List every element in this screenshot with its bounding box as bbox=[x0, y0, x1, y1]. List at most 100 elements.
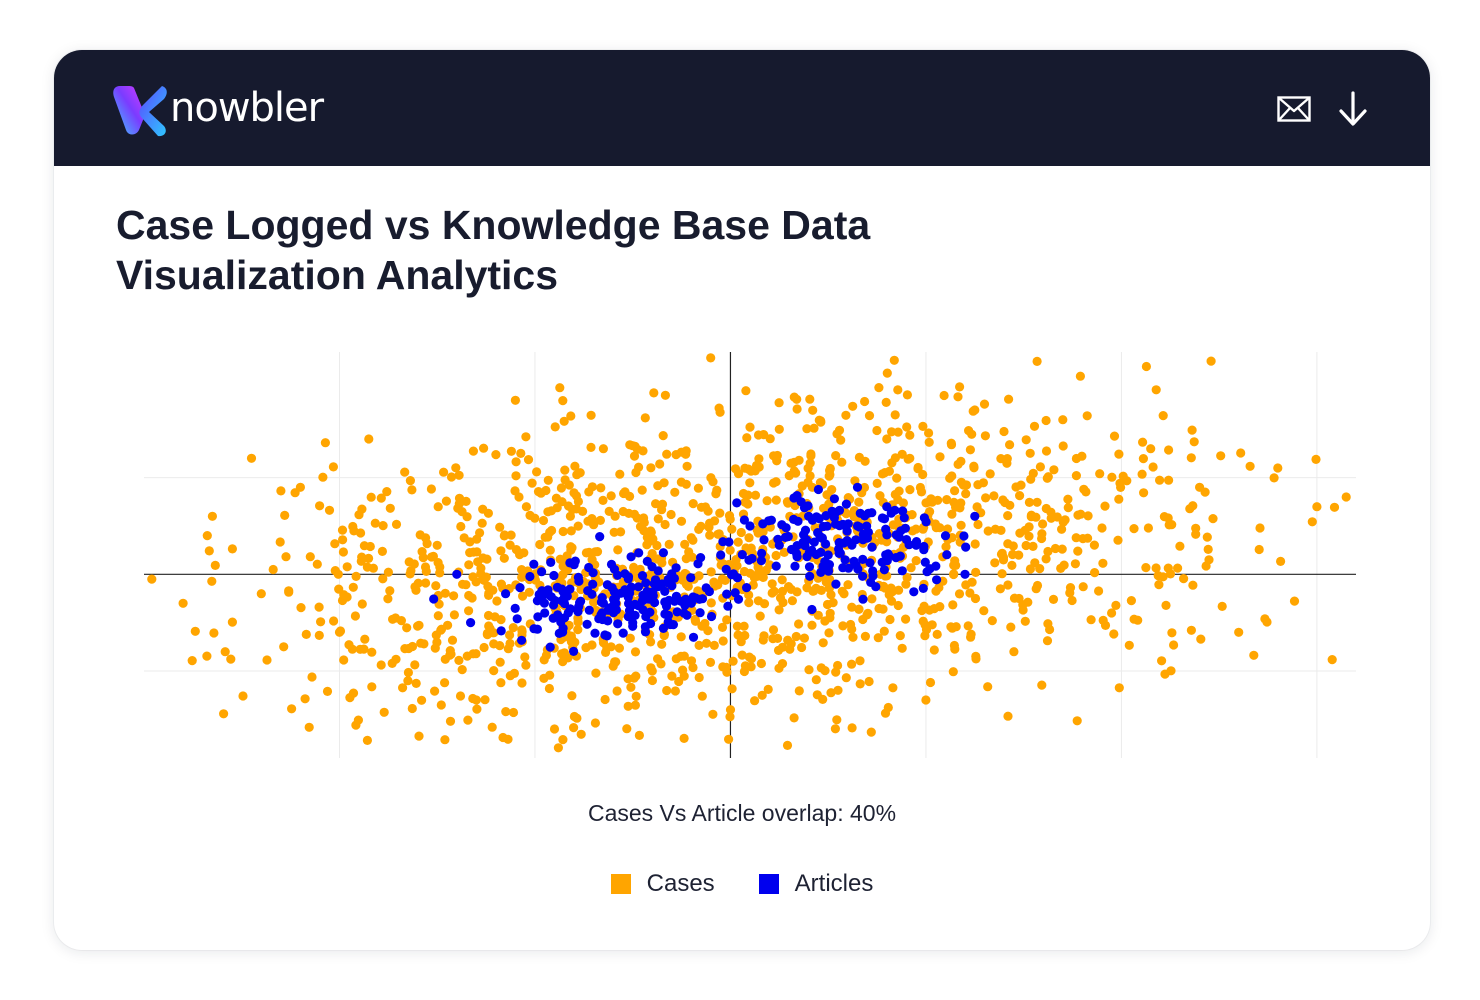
cases-point bbox=[405, 476, 415, 486]
cases-point bbox=[827, 485, 837, 495]
cases-point bbox=[768, 539, 778, 549]
cases-point bbox=[996, 454, 1006, 464]
cases-point bbox=[505, 671, 515, 681]
legend-item-cases[interactable]: Cases bbox=[610, 870, 715, 898]
cases-point bbox=[740, 463, 750, 473]
articles-point bbox=[758, 519, 768, 529]
cases-point bbox=[1006, 622, 1016, 632]
cases-point bbox=[333, 569, 343, 579]
cases-point bbox=[446, 472, 457, 482]
cases-point bbox=[458, 579, 468, 589]
knowbler-logo[interactable]: nowbler bbox=[112, 82, 324, 138]
cases-point bbox=[893, 495, 903, 505]
cases-point bbox=[902, 422, 912, 432]
cases-point bbox=[617, 564, 628, 574]
articles-point bbox=[852, 482, 863, 492]
cases-point bbox=[839, 520, 849, 530]
articles-point bbox=[961, 542, 971, 552]
cases-point bbox=[746, 654, 757, 664]
cases-point bbox=[951, 560, 961, 570]
cases-point bbox=[505, 540, 515, 550]
cases-point bbox=[505, 638, 515, 649]
cases-point bbox=[576, 584, 586, 595]
cases-point bbox=[1065, 583, 1076, 593]
articles-point bbox=[660, 586, 670, 597]
articles-point bbox=[686, 573, 696, 583]
cases-point bbox=[431, 581, 441, 591]
cases-point bbox=[547, 525, 557, 536]
articles-point bbox=[510, 603, 520, 614]
cases-point bbox=[552, 606, 562, 617]
articles-point bbox=[830, 508, 840, 518]
cases-point bbox=[694, 524, 704, 534]
cases-point bbox=[915, 482, 926, 493]
cases-point bbox=[613, 614, 623, 624]
articles-point bbox=[663, 617, 673, 627]
cases-point bbox=[668, 612, 678, 623]
cases-point bbox=[276, 486, 286, 496]
cases-point bbox=[779, 547, 789, 557]
cases-point bbox=[655, 573, 665, 583]
cases-point bbox=[724, 734, 734, 744]
cases-point bbox=[761, 565, 771, 575]
cases-point bbox=[367, 647, 377, 657]
cases-point bbox=[725, 514, 735, 524]
cases-point bbox=[226, 654, 236, 664]
cases-point bbox=[459, 533, 469, 543]
cases-point bbox=[877, 535, 887, 545]
cases-point bbox=[877, 582, 887, 592]
articles-point bbox=[573, 572, 584, 583]
cases-point bbox=[997, 548, 1007, 558]
cases-point bbox=[1037, 529, 1047, 539]
cases-point bbox=[480, 695, 490, 705]
cases-point bbox=[1151, 563, 1161, 573]
cases-point bbox=[558, 735, 568, 745]
cases-point bbox=[606, 582, 616, 593]
cases-point bbox=[649, 613, 659, 623]
cases-point bbox=[517, 627, 527, 637]
cases-point bbox=[844, 558, 854, 568]
cases-point bbox=[892, 473, 902, 483]
cases-point bbox=[792, 513, 802, 523]
cases-point bbox=[777, 586, 788, 597]
legend-item-articles[interactable]: Articles bbox=[758, 870, 873, 898]
cases-point bbox=[416, 638, 426, 648]
cases-point bbox=[356, 528, 366, 538]
cases-point bbox=[926, 494, 936, 504]
articles-point bbox=[804, 511, 814, 521]
cases-point bbox=[888, 683, 898, 693]
cases-point bbox=[758, 635, 768, 645]
cases-point bbox=[794, 489, 804, 499]
cases-point bbox=[731, 555, 741, 565]
articles-point bbox=[630, 610, 640, 621]
articles-point bbox=[877, 557, 887, 567]
legend-swatch-cases bbox=[610, 874, 631, 894]
email-button[interactable] bbox=[1275, 90, 1313, 128]
cases-point bbox=[744, 545, 754, 555]
articles-point bbox=[821, 511, 831, 521]
cases-point bbox=[454, 655, 464, 666]
download-button[interactable] bbox=[1334, 90, 1372, 128]
cases-point bbox=[219, 709, 229, 719]
articles-point bbox=[653, 566, 663, 576]
articles-point bbox=[616, 588, 626, 598]
cases-point bbox=[517, 625, 527, 635]
articles-point bbox=[823, 564, 833, 574]
cases-point bbox=[744, 652, 755, 662]
cases-point bbox=[961, 580, 971, 590]
cases-point bbox=[738, 509, 749, 519]
cases-point bbox=[187, 656, 197, 666]
cases-point bbox=[824, 628, 834, 638]
cases-point bbox=[1057, 544, 1067, 554]
cases-point bbox=[921, 695, 931, 705]
cases-point bbox=[435, 568, 445, 578]
cases-point bbox=[843, 493, 853, 503]
articles-point bbox=[816, 547, 826, 557]
cases-point bbox=[724, 511, 735, 521]
cases-point bbox=[602, 643, 612, 653]
cases-point bbox=[525, 619, 535, 629]
cases-point bbox=[820, 616, 830, 626]
cases-point bbox=[949, 569, 959, 580]
cases-point bbox=[1155, 475, 1165, 485]
articles-point bbox=[792, 552, 802, 562]
